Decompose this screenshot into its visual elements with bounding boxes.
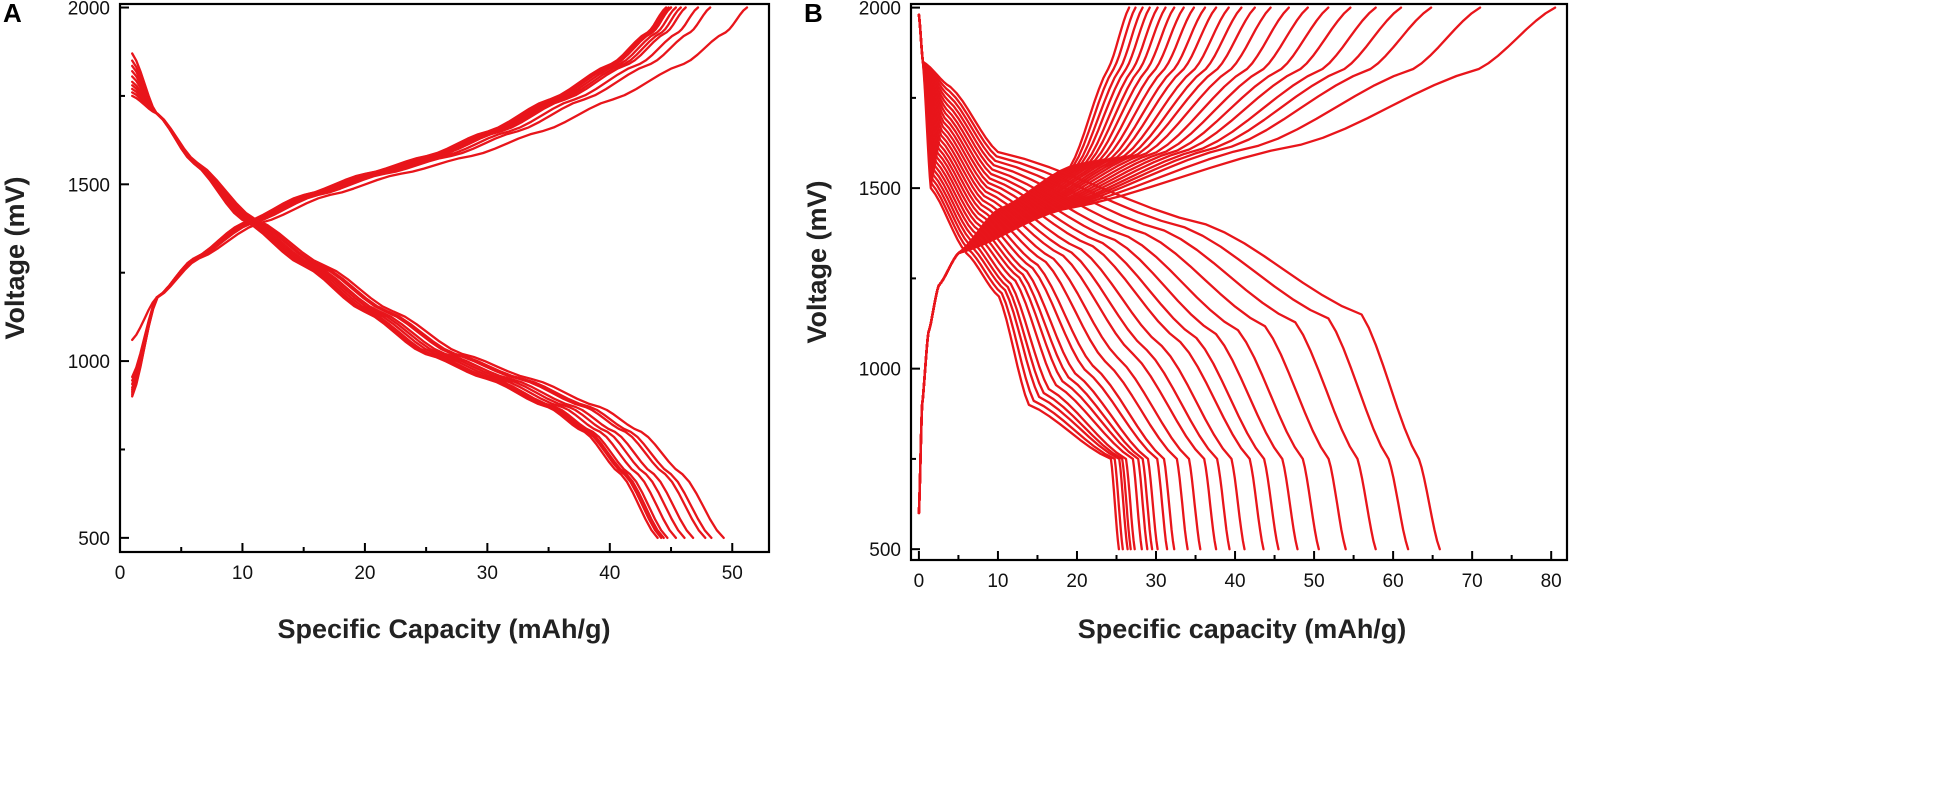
panel-b-charge-curve [917,6,1433,515]
panel-b-y-tick-label: 1500 [859,179,901,200]
panel-a-x-axis-label: Specific Capacity (mAh/g) [277,614,610,644]
panel-a-charge-curve [131,6,673,379]
panel-b-charge-curve [917,6,1256,515]
panel-b-x-tick-label: 30 [1145,571,1166,592]
panel-a-discharge-curve [131,59,663,540]
panel-b-charge-curve [917,6,1207,515]
panel-b-y-axis-label: Voltage (mV) [802,180,832,343]
panel-a-curves [131,6,749,540]
panel-b-discharge-curve [917,13,1132,551]
panel-b-discharge-curve [917,13,1121,551]
panel-a-x-tick-label: 20 [354,563,375,584]
panel-b-x-tick-label: 80 [1541,571,1562,592]
panel-a-charge-curve [131,6,712,393]
panel-a-x-tick-label: 10 [232,563,253,584]
panel-a-discharge-curve [131,75,686,540]
panel-b-x-tick-label: 40 [1224,571,1245,592]
panel-a-y-tick-label: 1000 [68,352,110,373]
panel-b-x-tick-label: 10 [987,571,1008,592]
panel-b-plot-frame [909,2,1569,562]
panel-b-discharge-curve [917,13,1265,551]
panel-b-charge-curve [917,6,1137,515]
panel-a-discharge-curve [131,70,678,540]
panel-a-chart: A 0 10 20 30 40 50 500 1000 1500 2000 Specific C… [0,0,771,644]
panel-b-y-tick-label: 1000 [859,360,901,381]
panel-a-x-tick-label: 30 [477,563,498,584]
panel-a-y-tick-label: 500 [78,529,110,550]
panel-b-charge-curve [917,6,1196,515]
panel-b-x-tick-label: 60 [1383,571,1404,592]
panel-b-y-axis: 500 1000 1500 2000 [859,0,920,561]
panel-a-x-tick-label: 40 [599,563,620,584]
panel-b-x-tick-label: 0 [914,571,925,592]
panel-a-charge-curve [131,6,749,395]
panel-b-y-tick-label: 2000 [859,0,901,20]
panel-b-x-tick-label: 70 [1462,571,1483,592]
panel-b-x-axis-label: Specific capacity (mAh/g) [1078,614,1407,644]
panel-b-x-axis: 0 10 20 30 40 50 60 70 80 [914,551,1562,592]
panel-a-discharge-curve [131,91,725,540]
panel-a-charge-curve [131,6,670,398]
panel-b-y-tick-label: 500 [869,540,901,561]
panel-b-discharge-curve [917,13,1246,551]
panel-b-chart: B 0 10 20 30 40 50 60 70 80 500 1000 1500 2000 Spec… [802,0,1569,644]
panel-b-x-tick-label: 50 [1304,571,1325,592]
panel-a-plot-frame [118,2,771,554]
panel-b-curves [917,6,1557,551]
panel-a-discharge-curve [131,52,659,540]
panel-a-x-axis: 0 10 20 30 40 50 [115,543,743,584]
panel-a-x-tick-label: 50 [722,563,743,584]
panel-a-discharge-curve [131,94,665,540]
panel-a-y-axis-label: Voltage (mV) [0,176,30,339]
panel-b-label: B [804,0,823,28]
panel-a-label: A [3,0,22,28]
panel-b-charge-curve [917,6,1131,515]
panel-a-y-tick-label: 1500 [68,175,110,196]
panel-a-discharge-curve [131,80,695,540]
panel-a-y-axis: 500 1000 1500 2000 [68,0,129,550]
panel-b-discharge-curve [917,13,1280,551]
panel-a-y-tick-label: 2000 [68,0,110,20]
panel-a-x-tick-label: 0 [115,563,126,584]
panel-a-discharge-curve [131,64,669,540]
panel-b-x-tick-label: 20 [1066,571,1087,592]
